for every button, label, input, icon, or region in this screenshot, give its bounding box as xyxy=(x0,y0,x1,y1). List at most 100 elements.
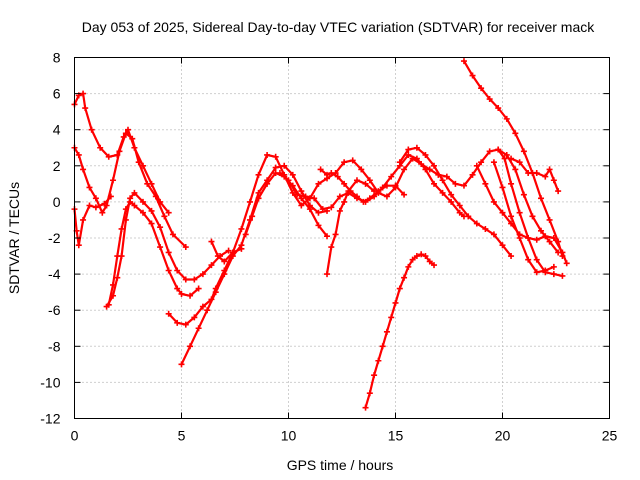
data-point xyxy=(452,180,459,187)
data-point xyxy=(401,274,408,281)
data-point xyxy=(388,173,395,180)
data-point xyxy=(229,249,236,256)
data-point xyxy=(478,159,485,166)
data-point xyxy=(431,180,438,187)
data-point xyxy=(460,182,467,189)
data-point xyxy=(306,206,313,213)
data-point xyxy=(255,171,262,178)
data-point xyxy=(550,235,557,241)
data-point xyxy=(135,159,142,166)
data-point xyxy=(469,72,476,79)
data-point xyxy=(508,253,515,260)
data-point xyxy=(86,202,93,209)
data-point xyxy=(114,253,121,260)
data-point xyxy=(118,225,125,232)
data-point xyxy=(383,182,390,189)
data-point xyxy=(460,58,467,65)
data-point xyxy=(208,262,215,269)
x-tick-label: 10 xyxy=(281,428,297,444)
data-point xyxy=(431,262,438,269)
data-point xyxy=(242,231,249,238)
data-point xyxy=(546,166,553,173)
series-track-10 xyxy=(276,151,467,220)
data-point xyxy=(490,231,497,238)
data-point xyxy=(317,166,324,173)
data-point xyxy=(341,180,348,187)
data-point xyxy=(88,126,95,133)
data-point xyxy=(362,180,369,187)
data-point xyxy=(503,115,510,122)
data-point xyxy=(255,195,262,202)
data-point xyxy=(375,188,382,195)
series-line xyxy=(180,164,329,366)
data-point xyxy=(101,200,108,207)
series-track-12 xyxy=(317,166,408,205)
data-point xyxy=(148,207,155,214)
data-point xyxy=(388,314,395,321)
data-point xyxy=(413,155,420,162)
data-point xyxy=(353,193,360,200)
data-point xyxy=(324,171,331,178)
data-point xyxy=(129,135,136,142)
data-point xyxy=(478,85,485,92)
data-point xyxy=(469,171,476,178)
data-point xyxy=(324,233,331,240)
data-point xyxy=(533,170,540,177)
data-point xyxy=(525,170,532,177)
x-tick-label: 25 xyxy=(602,428,618,444)
data-point xyxy=(174,319,181,326)
data-point xyxy=(182,276,189,283)
data-point xyxy=(116,148,123,155)
data-point xyxy=(110,281,117,288)
data-point xyxy=(426,258,433,265)
data-point xyxy=(482,225,489,232)
data-point xyxy=(362,404,369,411)
data-point xyxy=(92,195,99,202)
data-point xyxy=(336,207,343,214)
data-point xyxy=(332,231,339,238)
data-point xyxy=(379,343,386,350)
data-point xyxy=(139,209,146,216)
data-point xyxy=(328,244,335,251)
x-axis-title: GPS time / hours xyxy=(287,457,394,473)
data-point xyxy=(413,144,420,151)
data-point xyxy=(328,170,335,177)
data-point xyxy=(105,301,112,308)
data-point xyxy=(187,292,194,299)
data-point xyxy=(512,130,519,137)
data-point xyxy=(110,177,117,184)
data-point xyxy=(516,159,523,166)
data-point xyxy=(294,191,301,198)
x-tick-label: 0 xyxy=(71,428,79,444)
x-tick-label: 20 xyxy=(495,428,511,444)
data-point xyxy=(221,271,228,278)
data-point xyxy=(204,307,211,314)
series-track-14 xyxy=(396,144,515,260)
data-point xyxy=(533,256,540,263)
y-tick-label: -10 xyxy=(40,374,60,390)
y-tick-label: 2 xyxy=(53,158,61,174)
data-point xyxy=(550,271,557,278)
data-series xyxy=(71,58,570,411)
data-point xyxy=(422,253,429,260)
data-point xyxy=(456,209,463,216)
data-point xyxy=(495,105,502,112)
data-point xyxy=(341,198,348,205)
data-point xyxy=(191,276,198,283)
data-point xyxy=(114,274,121,281)
series-line xyxy=(398,146,513,258)
data-point xyxy=(75,151,82,158)
series-track-11 xyxy=(324,177,378,278)
data-point xyxy=(499,209,506,216)
data-point xyxy=(418,251,425,258)
data-point xyxy=(195,325,202,332)
data-point xyxy=(501,155,508,162)
data-point xyxy=(520,191,527,198)
data-point xyxy=(508,220,515,227)
data-point xyxy=(165,310,172,317)
data-point xyxy=(178,361,185,368)
series-track-05 xyxy=(105,198,202,308)
grid-lines xyxy=(74,57,610,419)
data-point xyxy=(336,193,343,200)
